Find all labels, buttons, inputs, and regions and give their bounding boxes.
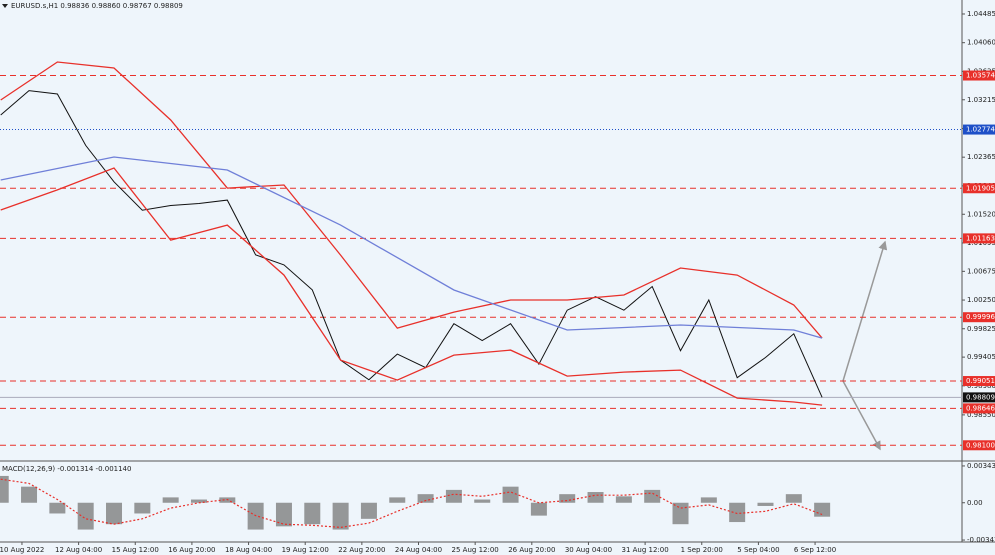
level-label-box — [963, 403, 995, 414]
macd-bar — [587, 492, 604, 503]
level-label: 0.98100 — [966, 441, 995, 449]
macd-bar — [644, 489, 661, 503]
macd-bar — [729, 502, 746, 523]
macd-bar — [389, 497, 406, 503]
macd-bar — [190, 499, 207, 503]
macd-bar — [445, 489, 462, 503]
x-tick-label: 18 Aug 04:00 — [225, 546, 272, 554]
macd-bar — [106, 502, 123, 525]
macd-bar — [417, 494, 434, 503]
y-tick-label: 0.98550 — [967, 411, 995, 419]
y-tick-label: 1.04485 — [967, 10, 995, 18]
macd-bar — [757, 502, 774, 506]
level-label-box — [963, 183, 995, 194]
level-label-box — [963, 312, 995, 323]
level-label-box — [963, 440, 995, 451]
y-tick-label: 1.03215 — [967, 96, 995, 104]
x-tick-label: 15 Aug 12:00 — [112, 546, 159, 554]
y-tick-label: 0.99825 — [967, 325, 995, 333]
level-label-box — [963, 124, 995, 135]
x-tick-label: 12 Aug 04:00 — [55, 546, 102, 554]
macd-bar — [700, 497, 717, 503]
x-tick-label: 10 Aug 2022 — [0, 546, 44, 554]
macd-bar — [0, 475, 9, 503]
x-tick-label: 30 Aug 04:00 — [565, 546, 612, 554]
x-tick-label: 24 Aug 04:00 — [395, 546, 442, 554]
macd-bar — [502, 486, 519, 503]
level-label: 1.01163 — [966, 234, 995, 242]
y-tick-label: 1.01520 — [967, 210, 995, 218]
level-label: 0.98646 — [966, 404, 995, 412]
x-tick-label: 6 Sep 12:00 — [794, 546, 836, 554]
level-label: 0.99051 — [966, 377, 995, 385]
macd-bar — [304, 502, 321, 525]
macd-bar — [474, 499, 491, 503]
y-tick-label: 1.00675 — [967, 267, 995, 275]
x-tick-label: 25 Aug 12:00 — [452, 546, 499, 554]
y-tick-label: 1.02365 — [967, 153, 995, 161]
x-tick-label: 26 Aug 20:00 — [508, 546, 555, 554]
macd-bar — [21, 486, 38, 503]
price-line — [0, 167, 823, 406]
x-tick-label: 1 Sep 20:00 — [681, 546, 723, 554]
chart-header: EURUSD.s,H1 0.98836 0.98860 0.98767 0.98… — [11, 2, 183, 10]
level-label-box — [963, 376, 995, 387]
macd-bar — [559, 494, 576, 503]
macd-bar — [77, 502, 94, 530]
macd-bar — [615, 496, 632, 503]
y-tick-label: 0.00 — [967, 499, 983, 507]
macd-bar — [672, 502, 689, 525]
macd-bar — [785, 494, 802, 503]
y-tick-label: 1.00250 — [967, 296, 995, 304]
level-label: 0.98809 — [966, 393, 995, 401]
price-line — [0, 156, 823, 339]
macd-bar — [162, 497, 179, 503]
macd-bar — [814, 502, 831, 517]
macd-bar — [332, 502, 349, 530]
x-tick-label: 31 Aug 12:00 — [622, 546, 669, 554]
macd-bar — [49, 502, 66, 514]
y-tick-label: 1.04060 — [967, 39, 995, 47]
level-label-box — [963, 233, 995, 244]
x-tick-label: 5 Sep 04:00 — [737, 546, 779, 554]
y-tick-label: 0.99405 — [967, 353, 995, 361]
level-label: 0.99996 — [966, 313, 995, 321]
macd-bar — [530, 502, 547, 516]
y-tick-label: -0.003478 — [967, 536, 995, 544]
x-tick-label: 19 Aug 12:00 — [282, 546, 329, 554]
macd-label: MACD(12,26,9) -0.001314 -0.001140 — [2, 465, 131, 473]
symbol-menu[interactable] — [2, 4, 8, 8]
macd-bar — [360, 502, 377, 519]
level-label-box — [963, 392, 995, 403]
x-tick-label: 22 Aug 20:00 — [338, 546, 385, 554]
macd-bar — [275, 502, 292, 527]
projection-arrow-up — [842, 240, 888, 382]
y-tick-label: 0.003432 — [967, 462, 995, 470]
x-tick-label: 16 Aug 20:00 — [168, 546, 215, 554]
level-label: 1.02774 — [966, 126, 995, 134]
projection-arrow-down — [842, 380, 881, 451]
level-label-box — [963, 70, 995, 81]
level-label: 1.03574 — [966, 72, 995, 80]
price-line — [0, 90, 823, 398]
price-line — [0, 61, 823, 339]
level-label: 1.01905 — [966, 184, 995, 192]
signal-line — [0, 478, 823, 529]
macd-bar — [134, 502, 151, 514]
